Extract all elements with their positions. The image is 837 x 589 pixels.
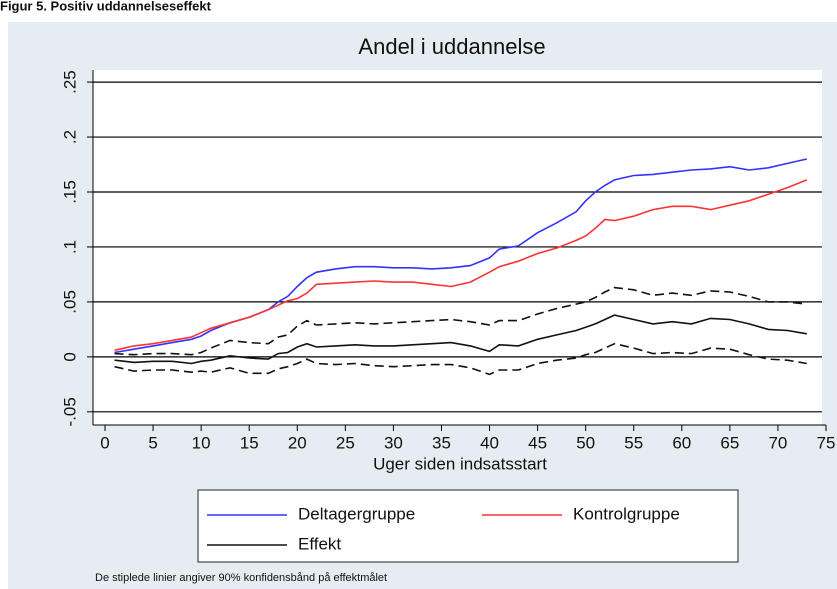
x-tick-label: 40 [480, 433, 499, 452]
y-tick-label: .2 [60, 130, 79, 144]
x-tick-label: 25 [336, 433, 355, 452]
series-line [114, 179, 808, 352]
x-tick-label: 0 [100, 433, 109, 452]
series-line [114, 314, 807, 365]
x-tick-label: 5 [148, 433, 157, 452]
chart-title: Andel i uddannelse [358, 34, 545, 59]
confidence-band [114, 286, 807, 356]
x-axis-label: Uger siden indsatsstart [373, 454, 547, 473]
y-tick-label: .05 [60, 290, 79, 314]
x-tick-label: 65 [720, 433, 739, 452]
y-tick-label: .1 [60, 240, 79, 254]
legend [197, 489, 739, 563]
legend-label: Effekt [298, 534, 341, 553]
footnote: De stiplede linier angiver 90% konfidens… [95, 572, 387, 584]
legend-label: Kontrolgruppe [573, 504, 680, 523]
figure-caption: Figur 5. Positiv uddannelseseffekt [0, 0, 212, 13]
x-tick-label: 50 [576, 433, 595, 452]
legend-label: Deltagergruppe [298, 504, 415, 523]
confidence-band [114, 342, 807, 376]
x-tick-label: 15 [240, 433, 259, 452]
x-tick-label: 55 [624, 433, 643, 452]
x-tick-label: 35 [432, 433, 451, 452]
y-tick-label: 0 [60, 352, 79, 361]
x-tick-label: 60 [672, 433, 691, 452]
x-tick-label: 75 [817, 433, 836, 452]
y-tick-label: .25 [60, 70, 79, 94]
x-tick-label: 20 [288, 433, 307, 452]
x-tick-label: 45 [528, 433, 547, 452]
x-tick-label: 10 [192, 433, 211, 452]
x-tick-label: 30 [384, 433, 403, 452]
y-tick-label: .15 [60, 180, 79, 204]
x-tick-label: 70 [768, 433, 787, 452]
y-tick-label: -.05 [60, 397, 79, 426]
